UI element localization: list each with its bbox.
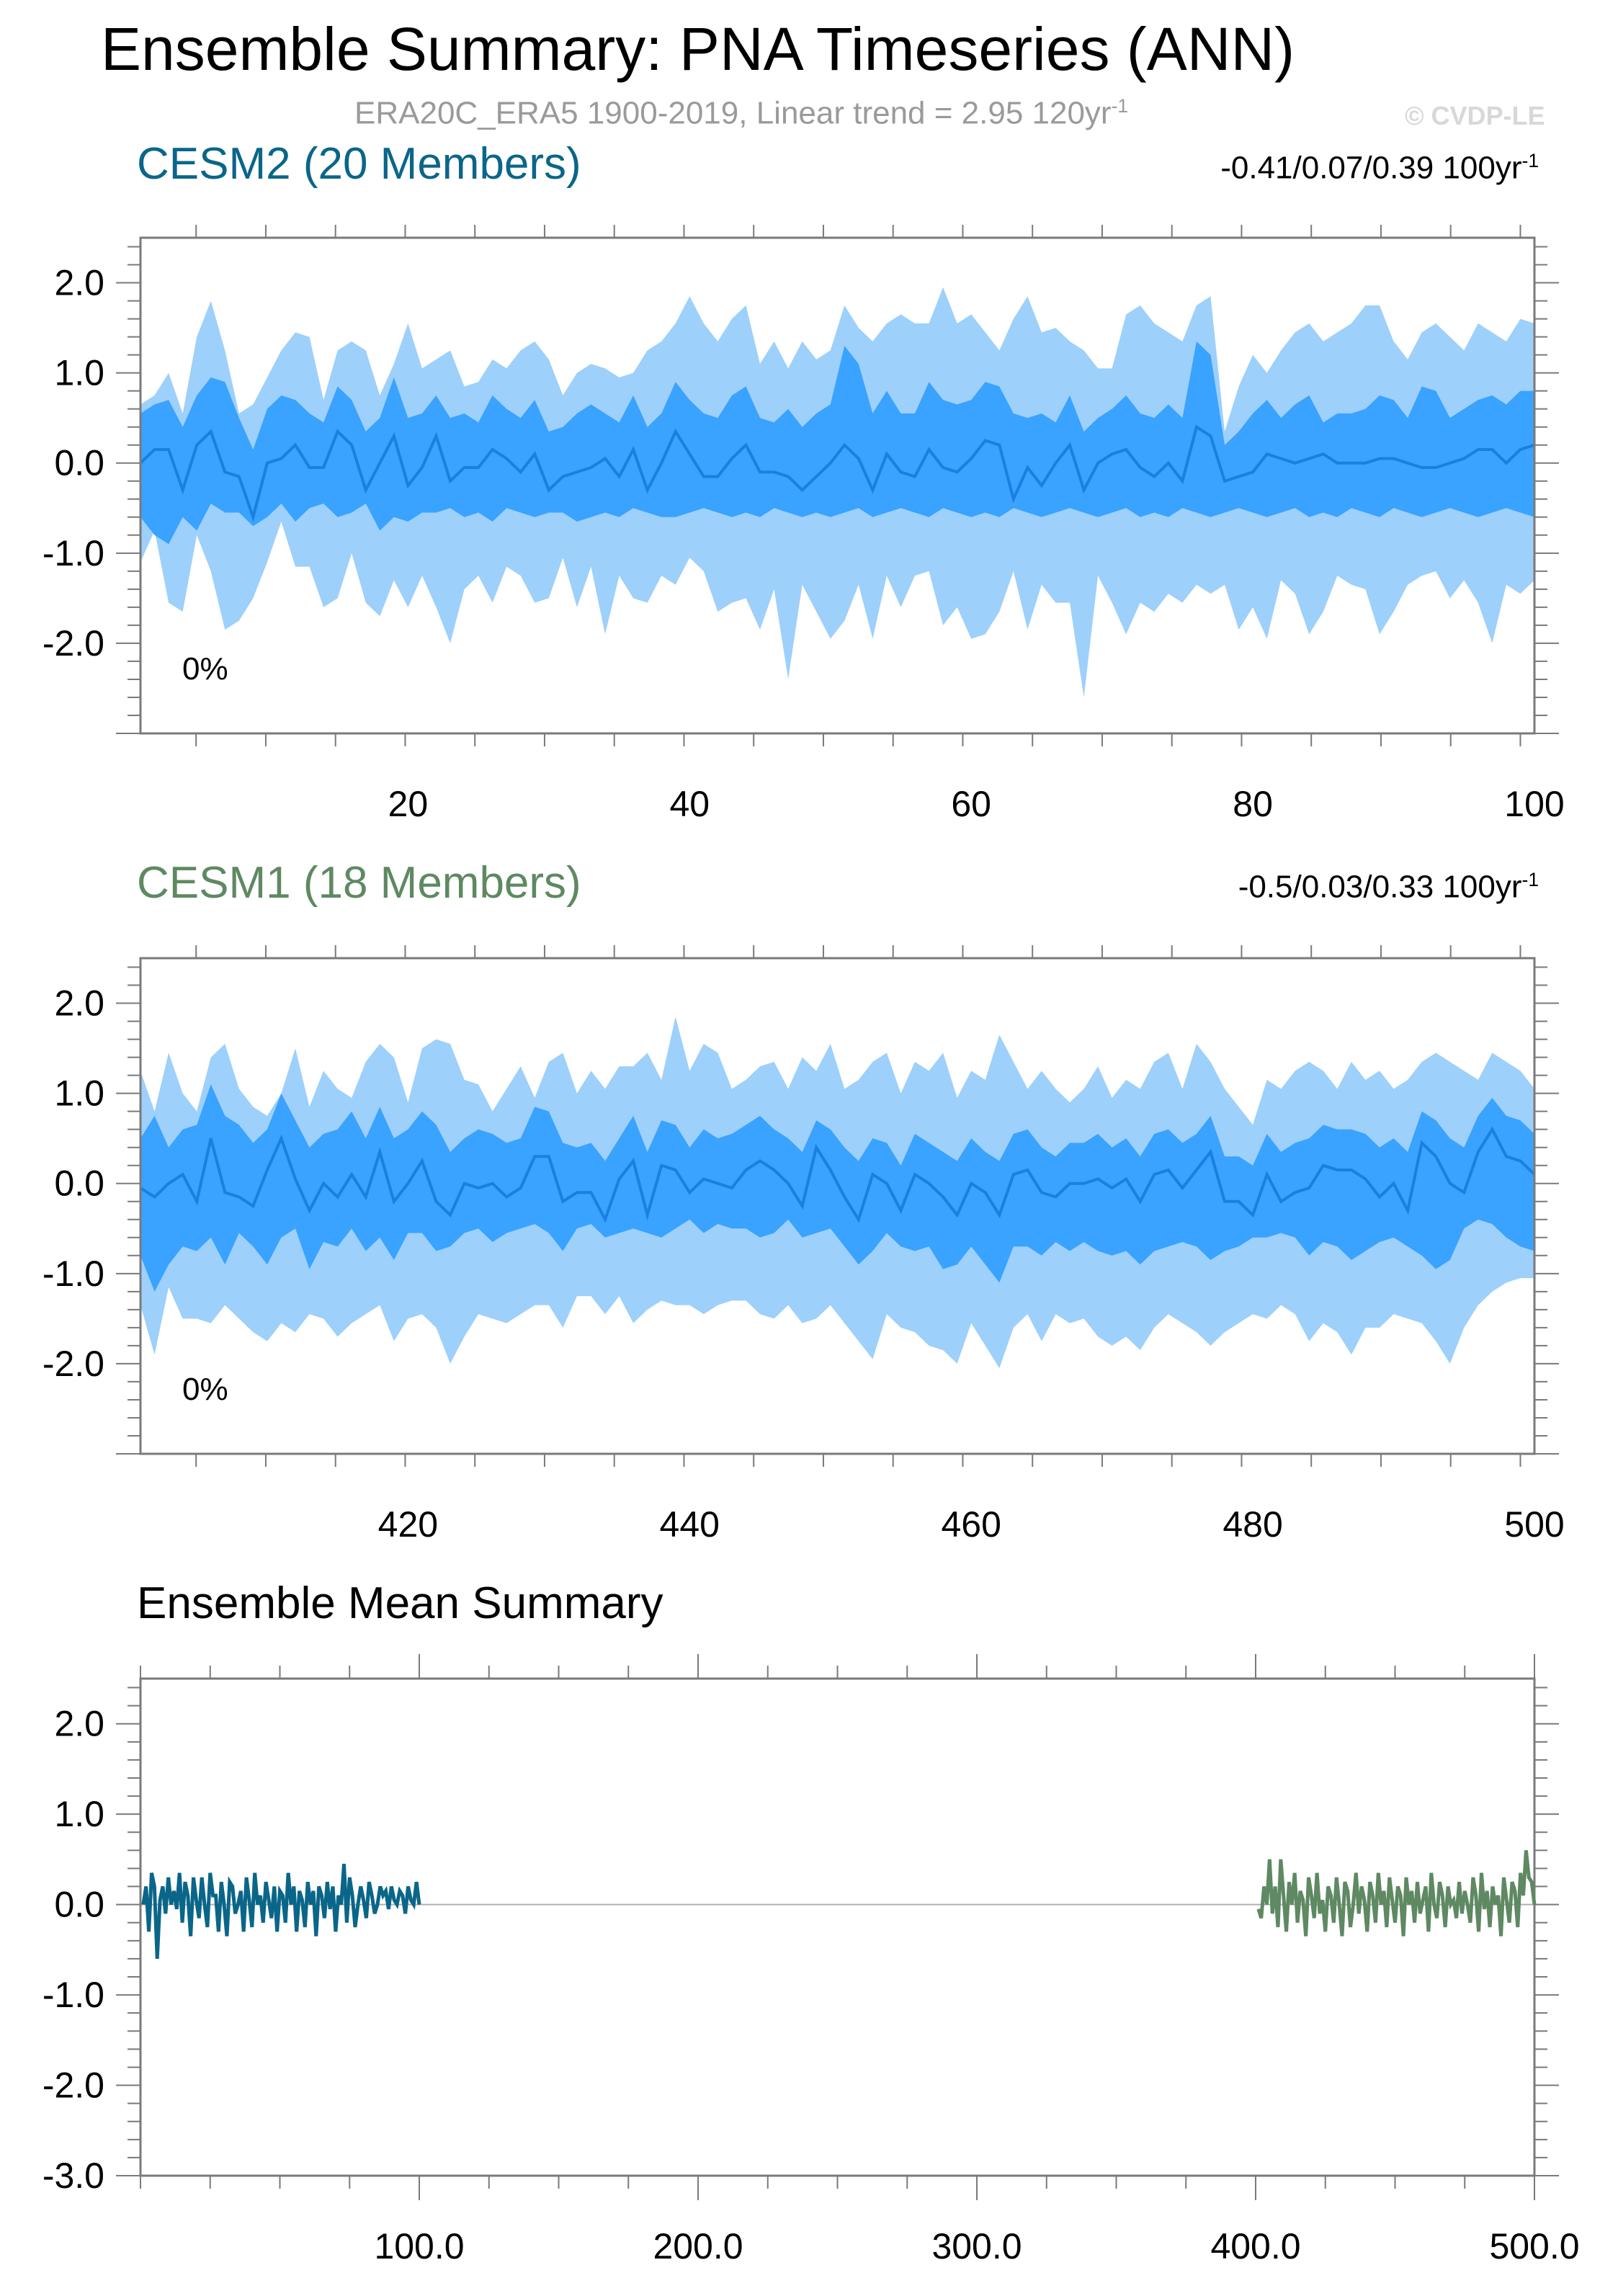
x-tick-label: 200.0 [653, 2226, 743, 2266]
x-tick-label: 40 [669, 784, 710, 824]
y-tick-label: 1.0 [54, 353, 104, 393]
watermark: © CVDP-LE [1405, 101, 1545, 130]
subtitle-exponent: -1 [1111, 95, 1129, 117]
y-tick-label: 0.0 [54, 1885, 104, 1925]
band-interquartile [140, 1084, 1534, 1292]
y-tick-label: 2.0 [54, 263, 104, 303]
x-tick-label: 440 [660, 1504, 720, 1545]
panel-title-summary: Ensemble Mean Summary [137, 1578, 663, 1628]
trend-exponent-cesm1: -1 [1521, 869, 1539, 890]
y-tick-label: 1.0 [54, 1794, 104, 1834]
y-tick-label: -2.0 [43, 2065, 104, 2106]
percent-label: 0% [182, 1372, 228, 1407]
trend-exponent-cesm2: -1 [1521, 150, 1539, 171]
median-line [139, 1126, 1536, 1223]
band-interquartile [140, 341, 1534, 545]
panel-title-cesm2: CESM2 (20 Members) [137, 139, 581, 189]
x-tick-label: 60 [951, 784, 991, 824]
median-line [139, 424, 1535, 522]
y-tick-label: 0.0 [54, 443, 104, 483]
y-tick-label: -2.0 [43, 1344, 104, 1384]
trend-text-cesm1: -0.5/0.03/0.33 100yr [1238, 869, 1522, 905]
x-tick-label: 80 [1233, 784, 1273, 824]
x-tick-label: 480 [1223, 1504, 1282, 1545]
y-tick-label: -1.0 [43, 1975, 104, 2015]
figure-title: Ensemble Summary: PNA Timeseries (ANN) [101, 15, 1295, 83]
x-tick-label: 500 [1504, 1504, 1564, 1545]
figure-subtitle: ERA20C_ERA5 1900-2019, Linear trend = 2.… [354, 95, 1128, 132]
panel-title-cesm1: CESM1 (18 Members) [137, 858, 581, 908]
x-tick-label: 300.0 [931, 2226, 1022, 2266]
x-tick-label: 500.0 [1489, 2226, 1579, 2266]
y-tick-label: -2.0 [43, 623, 104, 664]
plot-frame-top [139, 236, 1536, 735]
x-tick-label: 400.0 [1210, 2226, 1300, 2266]
x-tick-label: 420 [378, 1504, 438, 1545]
x-tick-label: 20 [388, 784, 429, 824]
trend-label-cesm1: -0.5/0.03/0.33 100yr-1 [1238, 869, 1539, 906]
y-tick-label: 1.0 [54, 1073, 104, 1114]
plot-frame-top [139, 957, 1536, 1455]
y-tick-label: 2.0 [54, 983, 104, 1024]
y-tick-label: -1.0 [43, 533, 104, 573]
y-tick-label: 0.0 [54, 1163, 104, 1204]
x-tick-label: 100 [1504, 784, 1564, 824]
y-tick-label: -3.0 [43, 2156, 104, 2196]
y-tick-label: 2.0 [54, 1704, 104, 1744]
y-tick-label: -1.0 [43, 1254, 104, 1294]
x-tick-label: 100.0 [374, 2226, 464, 2266]
x-tick-label: 460 [941, 1504, 1001, 1545]
percent-label: 0% [182, 651, 228, 687]
series-line-cesm2 [141, 1864, 421, 1960]
series-line-cesm1 [1256, 1850, 1537, 1937]
subtitle-text: ERA20C_ERA5 1900-2019, Linear trend = 2.… [354, 95, 1112, 131]
trend-text-cesm2: -0.41/0.07/0.39 100yr [1220, 150, 1522, 186]
trend-label-cesm2: -0.41/0.07/0.39 100yr-1 [1220, 150, 1539, 187]
